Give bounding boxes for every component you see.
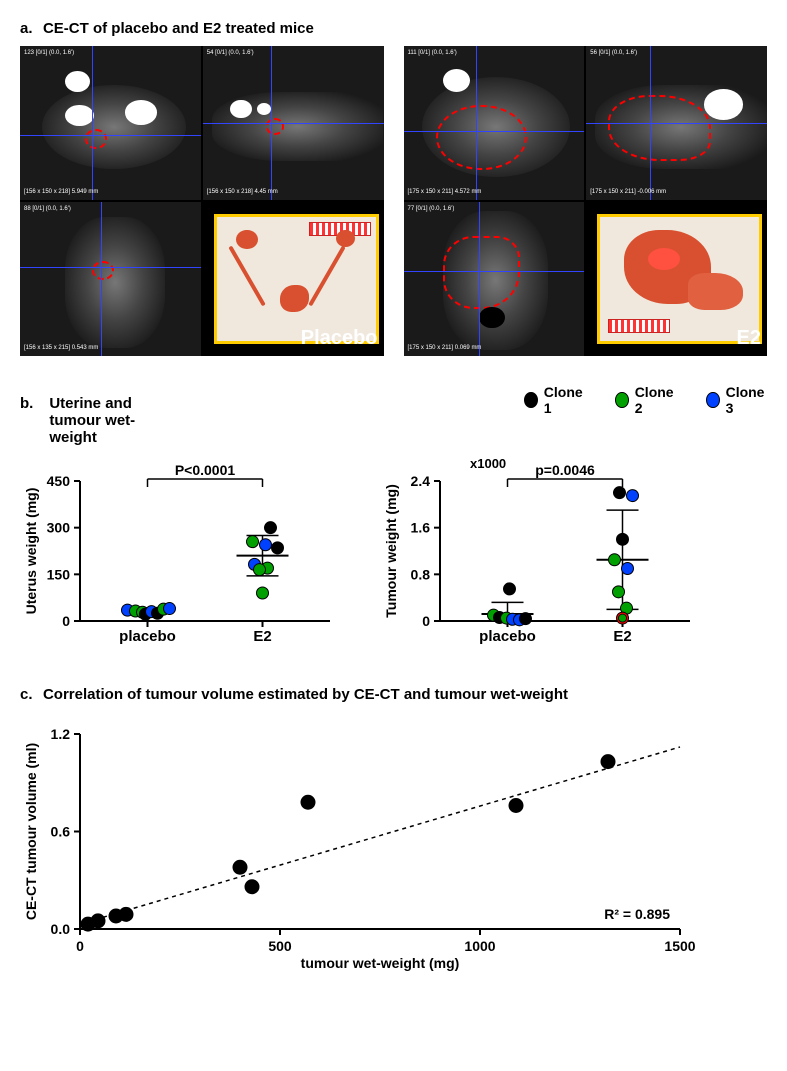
svg-text:2.4: 2.4 xyxy=(411,473,431,489)
svg-text:450: 450 xyxy=(47,473,71,489)
e2-label: E2 xyxy=(737,327,761,350)
ct-text: 88 [0/1] (0.0, 1.6') xyxy=(24,206,71,213)
panel-c-label: c. xyxy=(20,686,33,703)
ct-text: [175 x 150 x 211] 4.572 mm xyxy=(408,189,482,196)
ct-text: [156 x 150 x 218] 5.949 mm xyxy=(24,189,98,196)
placebo-tissue-photo xyxy=(214,214,379,343)
svg-text:1.2: 1.2 xyxy=(51,726,71,742)
panel-c-title: Correlation of tumour volume estimated b… xyxy=(43,686,568,703)
ct-e2-coronal: 77 [0/1] (0.0, 1.6') [175 x 150 x 211] 0… xyxy=(404,202,585,356)
legend-item: Clone 1 xyxy=(524,384,585,416)
panel-a-label: a. xyxy=(20,20,33,37)
e2-tissue-photo xyxy=(597,214,762,343)
svg-text:0: 0 xyxy=(422,613,430,629)
panel-a-title: CE-CT of placebo and E2 treated mice xyxy=(43,20,314,37)
legend-dot-icon xyxy=(706,392,719,408)
uterus-weight-chart: 0 150 300 450 Uterus weight (mg) placebo E2 P<0… xyxy=(20,456,340,656)
ct-text: [156 x 150 x 218] 4.45 mm xyxy=(207,189,278,196)
panel-b-label: b. xyxy=(20,395,33,412)
ct-text: 123 [0/1] (0.0, 1.6') xyxy=(24,50,74,57)
svg-text:R² = 0.895: R² = 0.895 xyxy=(604,906,670,922)
svg-text:Uterus weight (mg): Uterus weight (mg) xyxy=(23,488,39,615)
ct-text: [175 x 150 x 211] -0.006 mm xyxy=(590,189,666,196)
svg-text:0: 0 xyxy=(62,613,70,629)
svg-text:150: 150 xyxy=(47,566,71,582)
ruler-icon xyxy=(608,319,670,333)
svg-text:placebo: placebo xyxy=(479,628,536,645)
svg-text:1.6: 1.6 xyxy=(411,520,431,536)
placebo-label: Placebo xyxy=(301,327,378,350)
ct-text: [175 x 150 x 211] 0.069 mm xyxy=(408,345,482,352)
svg-text:p=0.0046: p=0.0046 xyxy=(535,462,595,478)
tumour-weight-chart: 0 0.8 1.6 2.4 Tumour weight (mg) x1000 placebo… xyxy=(380,456,700,656)
ct-block-e2: 111 [0/1] (0.0, 1.6') [175 x 150 x 211] … xyxy=(404,46,768,356)
panel-c: c. Correlation of tumour volume estimate… xyxy=(20,686,767,979)
ct-placebo-axial: 123 [0/1] (0.0, 1.6') [156 x 150 x 218] … xyxy=(20,46,201,200)
svg-text:1500: 1500 xyxy=(664,938,695,954)
ct-placebo-coronal: 88 [0/1] (0.0, 1.6') [156 x 135 x 215] 0… xyxy=(20,202,201,356)
svg-text:0.0: 0.0 xyxy=(51,921,71,937)
panel-a: a. CE-CT of placebo and E2 treated mice … xyxy=(20,20,767,356)
svg-text:0.8: 0.8 xyxy=(411,566,431,582)
svg-text:P<0.0001: P<0.0001 xyxy=(175,462,236,478)
svg-text:x1000: x1000 xyxy=(470,456,506,471)
legend-label: Clone 3 xyxy=(726,384,767,416)
legend-dot-icon xyxy=(615,392,628,408)
legend-label: Clone 1 xyxy=(544,384,585,416)
legend: Clone 1 Clone 2 Clone 3 xyxy=(524,384,767,416)
panel-a-header: a. CE-CT of placebo and E2 treated mice xyxy=(20,20,767,38)
ct-text: 111 [0/1] (0.0, 1.6') xyxy=(408,50,457,57)
panel-b-header: b. Uterine and tumour wet-weight Clone 1… xyxy=(20,386,767,446)
ct-text: [156 x 135 x 215] 0.543 mm xyxy=(24,345,98,352)
svg-text:tumour wet-weight (mg): tumour wet-weight (mg) xyxy=(301,955,460,971)
ct-block-placebo: 123 [0/1] (0.0, 1.6') [156 x 150 x 218] … xyxy=(20,46,384,356)
panel-b: b. Uterine and tumour wet-weight Clone 1… xyxy=(20,386,767,656)
legend-label: Clone 2 xyxy=(635,384,676,416)
correlation-chart: 0.0 0.6 1.2 0 500 1000 1500 CE-CT tumour volume… xyxy=(20,714,767,979)
svg-text:E2: E2 xyxy=(613,628,631,645)
svg-text:placebo: placebo xyxy=(119,628,176,645)
svg-text:0.6: 0.6 xyxy=(51,824,71,840)
legend-dot-icon xyxy=(524,392,537,408)
ct-e2-axial: 111 [0/1] (0.0, 1.6') [175 x 150 x 211] … xyxy=(404,46,585,200)
svg-text:300: 300 xyxy=(47,520,71,536)
legend-item: Clone 2 xyxy=(615,384,676,416)
ct-e2-sagittal: 56 [0/1] (0.0, 1.6') [175 x 150 x 211] -… xyxy=(586,46,767,200)
panel-c-header: c. Correlation of tumour volume estimate… xyxy=(20,686,767,704)
ct-row: 123 [0/1] (0.0, 1.6') [156 x 150 x 218] … xyxy=(20,46,767,356)
svg-text:Tumour weight (mg): Tumour weight (mg) xyxy=(383,484,399,618)
ct-text: 56 [0/1] (0.0, 1.6') xyxy=(590,50,637,57)
panel-b-title: Uterine and tumour wet-weight xyxy=(49,395,174,446)
svg-text:0: 0 xyxy=(76,938,84,954)
svg-text:CE-CT tumour volume (ml): CE-CT tumour volume (ml) xyxy=(23,743,39,920)
ct-text: 77 [0/1] (0.0, 1.6') xyxy=(408,206,455,213)
legend-item: Clone 3 xyxy=(706,384,767,416)
svg-text:500: 500 xyxy=(268,938,292,954)
ct-placebo-sagittal: 54 [0/1] (0.0, 1.6') [156 x 150 x 218] 4… xyxy=(203,46,384,200)
svg-text:E2: E2 xyxy=(253,628,271,645)
ct-text: 54 [0/1] (0.0, 1.6') xyxy=(207,50,254,57)
svg-text:1000: 1000 xyxy=(464,938,495,954)
